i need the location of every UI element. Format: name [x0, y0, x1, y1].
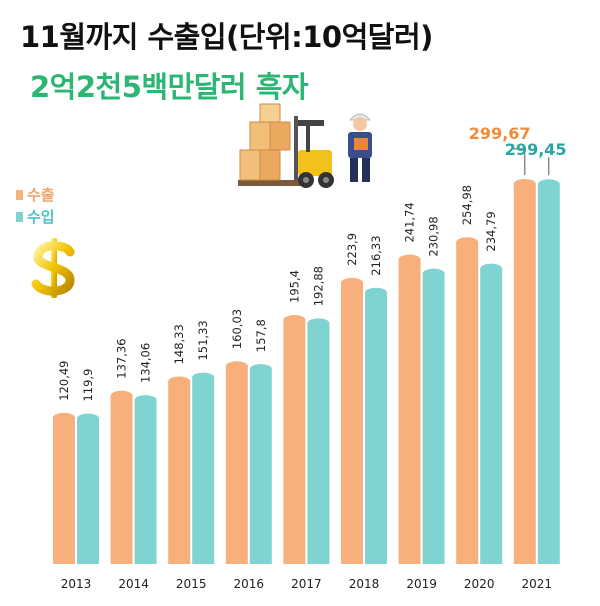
- bar-import-2016-cap: [249, 364, 272, 375]
- x-tick-label-2021: 2021: [522, 577, 553, 591]
- callout-line-export: [510, 148, 526, 175]
- teal-square-icon: [16, 211, 23, 222]
- legend-label-export: 수출: [27, 186, 55, 204]
- bar-export-2016: [225, 366, 248, 564]
- data-label-import-2021: 299,45: [505, 140, 567, 159]
- x-tick-label-2013: 2013: [61, 577, 92, 591]
- bar-export-2013-cap: [53, 412, 75, 423]
- bar-export-2021: [513, 183, 536, 564]
- chart-subtitle: 2억2천5백만달러 흑자: [30, 70, 309, 104]
- bar-export-2017-cap: [283, 315, 306, 325]
- bar-export-2021-cap: [513, 178, 536, 189]
- bar-export-2017: [283, 320, 306, 564]
- legend-item-import: 수입: [16, 206, 55, 227]
- legend-item-export: 수출: [16, 184, 55, 205]
- x-tick-label-2014: 2014: [118, 577, 149, 591]
- bar-import-2020: [480, 268, 503, 564]
- orange-square-icon: [16, 189, 23, 200]
- data-label-export-2020: 254,98: [460, 185, 474, 225]
- data-label-export-2018: 223,9: [345, 233, 359, 266]
- bar-import-2015-cap: [192, 372, 215, 383]
- bar-import-2019: [422, 273, 445, 564]
- data-label-export-2014: 137,36: [115, 338, 129, 378]
- bar-import-2014-cap: [134, 395, 157, 406]
- data-label-import-2019: 230,98: [427, 216, 441, 256]
- bar-import-2019-cap: [422, 268, 445, 279]
- data-label-import-2015: 151,33: [196, 320, 210, 360]
- data-label-export-2021: 299,67: [469, 124, 531, 143]
- bar-export-2015: [168, 381, 191, 564]
- bar-export-2013: [53, 417, 75, 564]
- bar-export-2018: [341, 282, 363, 564]
- worker-icon: [348, 113, 372, 182]
- x-tick-label-2020: 2020: [464, 577, 495, 591]
- data-label-import-2014: 134,06: [139, 343, 153, 383]
- bar-export-2014: [110, 395, 133, 564]
- dollar-sign-icon: [31, 238, 75, 298]
- data-label-export-2016: 160,03: [230, 309, 244, 349]
- bar-import-2017-cap: [307, 318, 330, 329]
- bar-export-2020-cap: [456, 237, 479, 248]
- legend-label-import: 수입: [27, 208, 55, 226]
- x-tick-label-2015: 2015: [176, 577, 207, 591]
- bar-export-2016-cap: [225, 361, 248, 372]
- x-tick-label-2019: 2019: [406, 577, 437, 591]
- bar-import-2018-cap: [365, 287, 387, 298]
- bar-import-2015: [192, 377, 215, 564]
- data-label-export-2013: 120,49: [57, 361, 71, 401]
- bar-import-2016: [249, 369, 272, 564]
- x-tick-label-2018: 2018: [349, 577, 380, 591]
- bar-import-2020-cap: [480, 263, 503, 274]
- bar-export-2018-cap: [341, 277, 363, 288]
- chart-title: 11월까지 수출입(단위:10억달러): [20, 20, 433, 54]
- data-label-import-2017: 192,88: [311, 266, 325, 306]
- data-label-import-2018: 216,33: [369, 235, 383, 275]
- bar-import-2021-cap: [537, 179, 560, 190]
- data-label-export-2019: 241,74: [403, 202, 417, 242]
- bar-import-2018: [365, 292, 387, 564]
- bar-import-2017: [307, 323, 330, 564]
- data-label-import-2020: 234,79: [484, 211, 498, 251]
- forklift-icon: [238, 103, 334, 188]
- data-label-import-2013: 119,9: [81, 369, 95, 402]
- bar-export-2015-cap: [168, 376, 191, 387]
- bar-export-2020: [456, 242, 479, 564]
- data-label-export-2015: 148,33: [172, 324, 186, 364]
- bar-import-2013-cap: [77, 413, 99, 424]
- bar-import-2021: [537, 184, 560, 564]
- bar-export-2019: [398, 259, 421, 564]
- bar-import-2013: [77, 418, 99, 564]
- data-label-import-2016: 157,8: [254, 319, 268, 352]
- bar-export-2019-cap: [398, 254, 421, 265]
- bar-export-2014-cap: [110, 390, 133, 401]
- x-tick-label-2017: 2017: [291, 577, 322, 591]
- data-label-export-2017: 195,4: [287, 270, 301, 303]
- x-tick-label-2016: 2016: [234, 577, 265, 591]
- bar-import-2014: [134, 400, 157, 564]
